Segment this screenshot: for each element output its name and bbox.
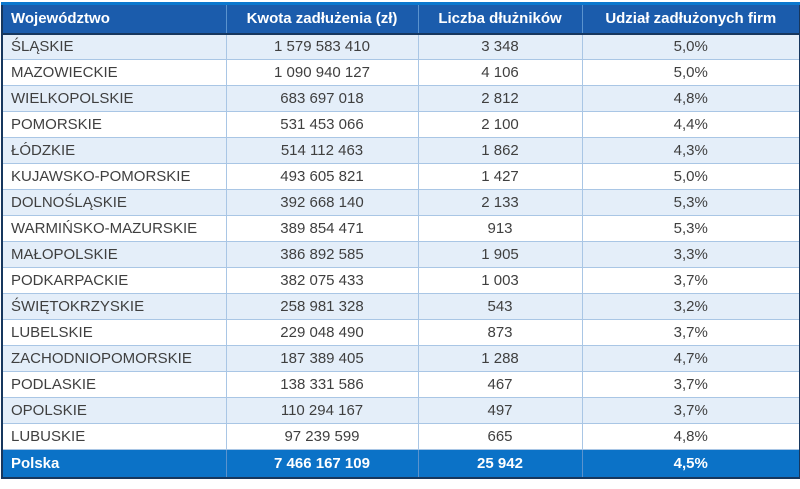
cell-wojewodztwo: DOLNOŚLĄSKIE	[2, 189, 226, 216]
table-row: ZACHODNIOPOMORSKIE 187 389 405 1 288 4,7%	[2, 345, 800, 372]
cell-udzial: 4,4%	[581, 111, 800, 138]
cell-wojewodztwo: PODKARPACKIE	[2, 267, 226, 294]
cell-wojewodztwo: MAZOWIECKIE	[2, 59, 226, 86]
table-row: MAZOWIECKIE 1 090 940 127 4 106 5,0%	[2, 59, 800, 86]
cell-liczba: 1 003	[417, 267, 582, 294]
table-row: ŚLĄSKIE 1 579 583 410 3 348 5,0%	[2, 33, 800, 60]
cell-liczba: 2 100	[417, 111, 582, 138]
cell-liczba: 1 862	[417, 137, 582, 164]
cell-wojewodztwo: ŚWIĘTOKRZYSKIE	[2, 293, 226, 320]
cell-udzial: 5,3%	[581, 215, 800, 242]
cell-wojewodztwo: WARMIŃSKO-MAZURSKIE	[2, 215, 226, 242]
table-footer: Polska 7 466 167 109 25 942 4,5%	[2, 449, 800, 478]
table-row: LUBUSKIE 97 239 599 665 4,8%	[2, 423, 800, 450]
total-row: Polska 7 466 167 109 25 942 4,5%	[2, 449, 800, 478]
cell-kwota: 382 075 433	[225, 267, 418, 294]
table-body: ŚLĄSKIE 1 579 583 410 3 348 5,0% MAZOWIECKIE…	[2, 33, 800, 450]
cell-liczba: 497	[417, 397, 582, 424]
cell-kwota: 386 892 585	[225, 241, 418, 268]
total-cell-liczba: 25 942	[417, 449, 582, 478]
total-cell-kwota: 7 466 167 109	[225, 449, 418, 478]
cell-udzial: 3,7%	[581, 371, 800, 398]
voivodeship-debt-table: Województwo Kwota zadłużenia (zł) Liczba d…	[1, 2, 800, 479]
cell-kwota: 683 697 018	[225, 85, 418, 112]
cell-liczba: 665	[417, 423, 582, 450]
cell-liczba: 2 812	[417, 85, 582, 112]
cell-kwota: 229 048 490	[225, 319, 418, 346]
cell-kwota: 187 389 405	[225, 345, 418, 372]
cell-liczba: 1 288	[417, 345, 582, 372]
cell-kwota: 138 331 586	[225, 371, 418, 398]
cell-wojewodztwo: MAŁOPOLSKIE	[2, 241, 226, 268]
cell-liczba: 1 905	[417, 241, 582, 268]
cell-kwota: 1 090 940 127	[225, 59, 418, 86]
table-row: MAŁOPOLSKIE 386 892 585 1 905 3,3%	[2, 241, 800, 268]
cell-kwota: 97 239 599	[225, 423, 418, 450]
cell-kwota: 531 453 066	[225, 111, 418, 138]
cell-liczba: 1 427	[417, 163, 582, 190]
cell-kwota: 110 294 167	[225, 397, 418, 424]
cell-udzial: 3,7%	[581, 319, 800, 346]
table-row: DOLNOŚLĄSKIE 392 668 140 2 133 5,3%	[2, 189, 800, 216]
cell-wojewodztwo: ŁÓDZKIE	[2, 137, 226, 164]
cell-liczba: 913	[417, 215, 582, 242]
cell-udzial: 5,3%	[581, 189, 800, 216]
cell-udzial: 5,0%	[581, 59, 800, 86]
table-row: ŁÓDZKIE 514 112 463 1 862 4,3%	[2, 137, 800, 164]
cell-udzial: 3,7%	[581, 397, 800, 424]
cell-wojewodztwo: LUBELSKIE	[2, 319, 226, 346]
cell-wojewodztwo: ŚLĄSKIE	[2, 33, 226, 60]
table-row: WARMIŃSKO-MAZURSKIE 389 854 471 913 5,3%	[2, 215, 800, 242]
table-row: OPOLSKIE 110 294 167 497 3,7%	[2, 397, 800, 424]
cell-liczba: 873	[417, 319, 582, 346]
cell-wojewodztwo: WIELKOPOLSKIE	[2, 85, 226, 112]
table-row: PODLASKIE 138 331 586 467 3,7%	[2, 371, 800, 398]
cell-liczba: 543	[417, 293, 582, 320]
table-row: KUJAWSKO-POMORSKIE 493 605 821 1 427 5,0%	[2, 163, 800, 190]
cell-wojewodztwo: OPOLSKIE	[2, 397, 226, 424]
cell-wojewodztwo: POMORSKIE	[2, 111, 226, 138]
cell-wojewodztwo: LUBUSKIE	[2, 423, 226, 450]
header-row: Województwo Kwota zadłużenia (zł) Liczba d…	[2, 2, 800, 35]
table-row: ŚWIĘTOKRZYSKIE 258 981 328 543 3,2%	[2, 293, 800, 320]
cell-wojewodztwo: ZACHODNIOPOMORSKIE	[2, 345, 226, 372]
cell-udzial: 5,0%	[581, 163, 800, 190]
cell-kwota: 1 579 583 410	[225, 33, 418, 60]
cell-udzial: 4,7%	[581, 345, 800, 372]
cell-kwota: 514 112 463	[225, 137, 418, 164]
cell-udzial: 4,3%	[581, 137, 800, 164]
cell-wojewodztwo: KUJAWSKO-POMORSKIE	[2, 163, 226, 190]
total-cell-udzial: 4,5%	[581, 449, 800, 478]
table-row: LUBELSKIE 229 048 490 873 3,7%	[2, 319, 800, 346]
cell-liczba: 467	[417, 371, 582, 398]
cell-kwota: 258 981 328	[225, 293, 418, 320]
table-row: POMORSKIE 531 453 066 2 100 4,4%	[2, 111, 800, 138]
cell-liczba: 4 106	[417, 59, 582, 86]
cell-udzial: 3,7%	[581, 267, 800, 294]
cell-udzial: 3,3%	[581, 241, 800, 268]
cell-udzial: 4,8%	[581, 423, 800, 450]
cell-kwota: 493 605 821	[225, 163, 418, 190]
cell-wojewodztwo: PODLASKIE	[2, 371, 226, 398]
column-header-udzial: Udział zadłużonych firm	[581, 2, 800, 35]
cell-udzial: 5,0%	[581, 33, 800, 60]
cell-udzial: 4,8%	[581, 85, 800, 112]
cell-liczba: 2 133	[417, 189, 582, 216]
table-row: PODKARPACKIE 382 075 433 1 003 3,7%	[2, 267, 800, 294]
table-row: WIELKOPOLSKIE 683 697 018 2 812 4,8%	[2, 85, 800, 112]
cell-kwota: 392 668 140	[225, 189, 418, 216]
column-header-wojewodztwo: Województwo	[2, 2, 226, 35]
table-header: Województwo Kwota zadłużenia (zł) Liczba d…	[2, 2, 800, 35]
column-header-kwota: Kwota zadłużenia (zł)	[225, 2, 418, 35]
cell-liczba: 3 348	[417, 33, 582, 60]
total-cell-wojewodztwo: Polska	[2, 449, 226, 478]
cell-udzial: 3,2%	[581, 293, 800, 320]
column-header-liczba: Liczba dłużników	[417, 2, 582, 35]
debt-table-container: Województwo Kwota zadłużenia (zł) Liczba d…	[1, 2, 800, 479]
cell-kwota: 389 854 471	[225, 215, 418, 242]
